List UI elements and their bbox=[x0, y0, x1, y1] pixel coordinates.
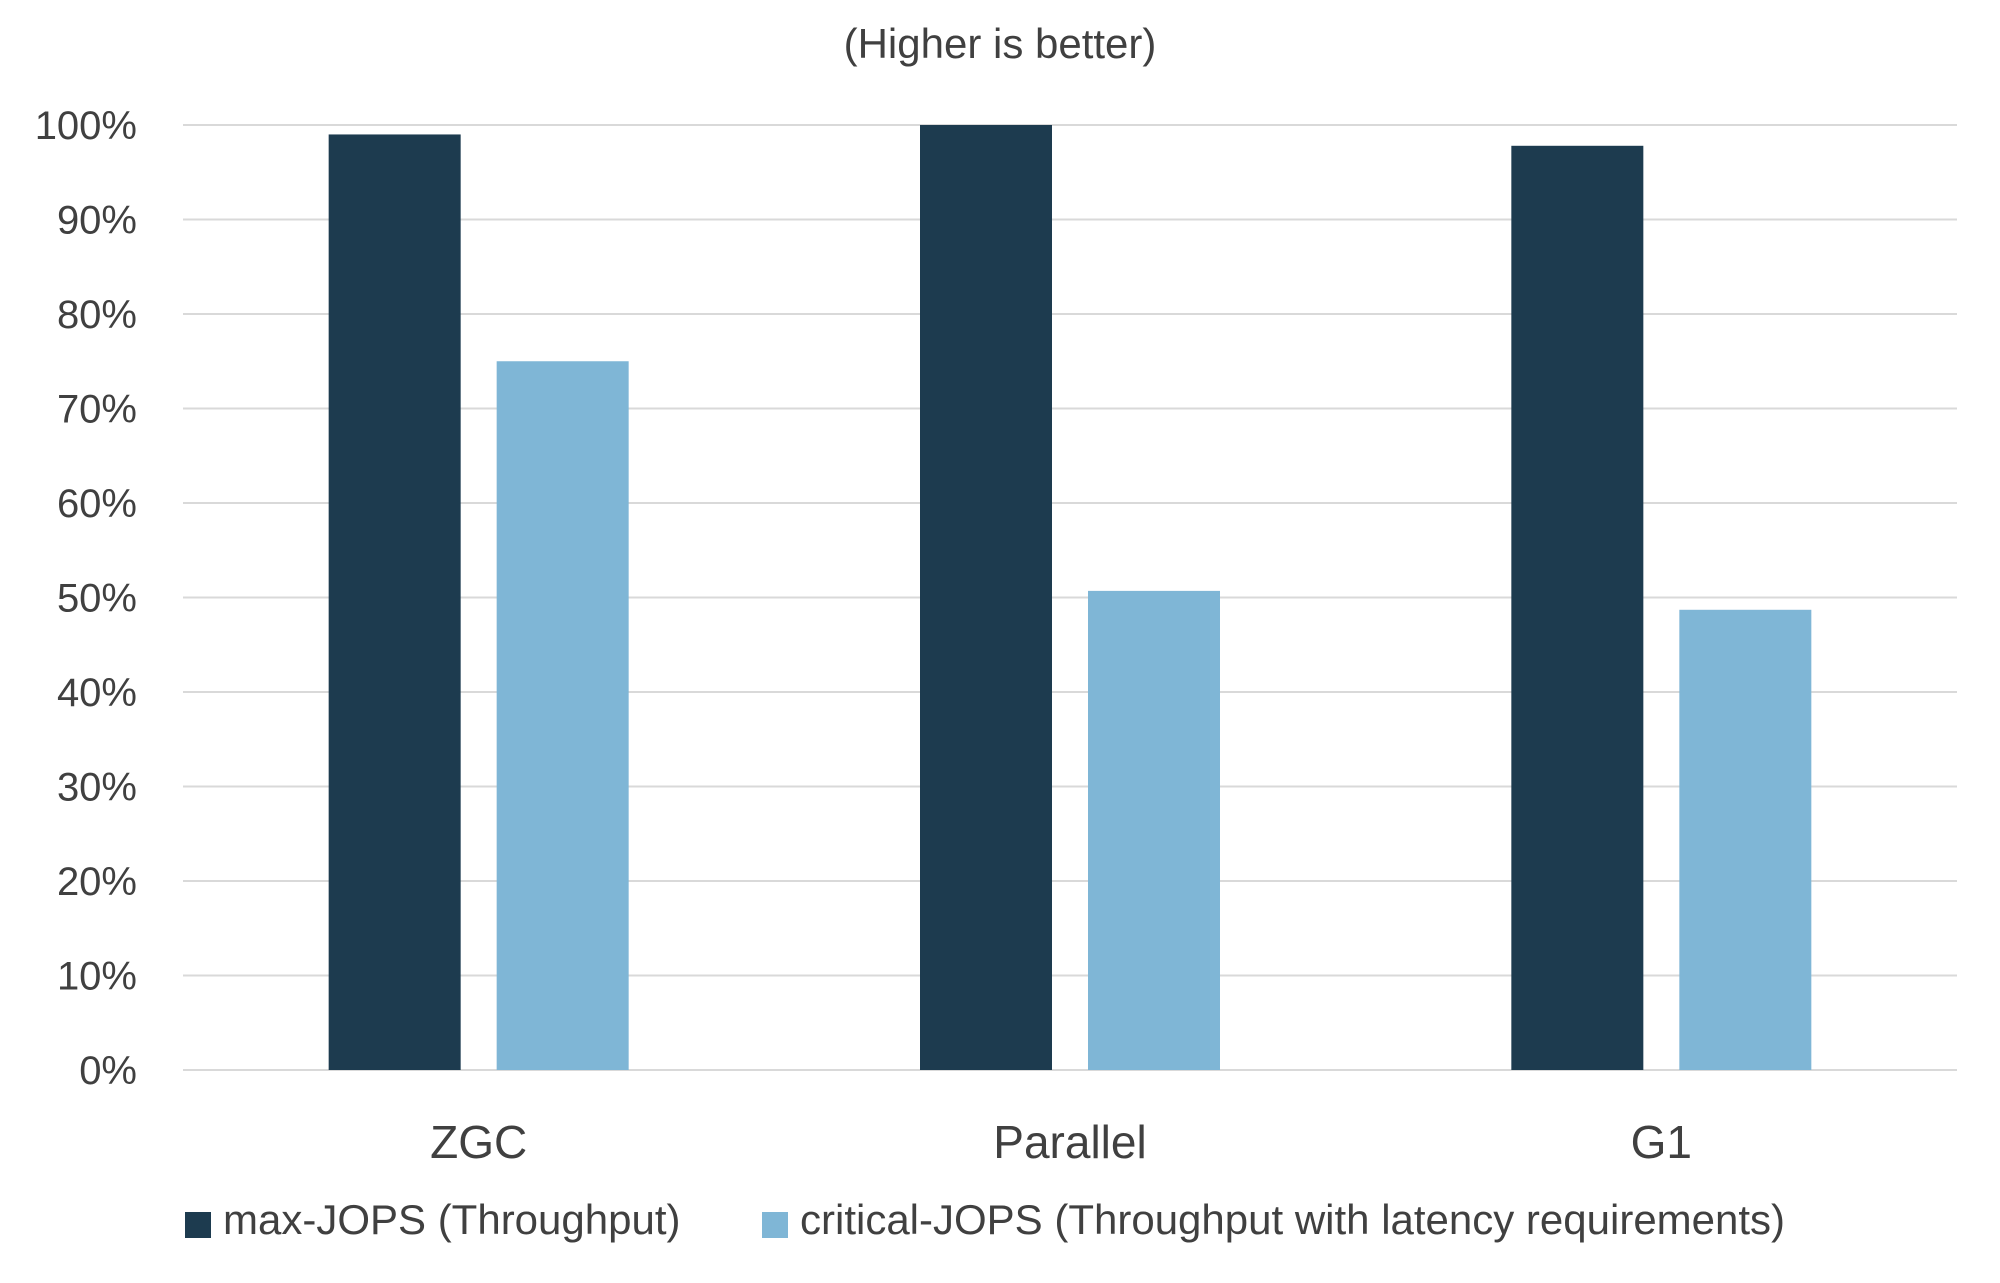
x-category-label: Parallel bbox=[993, 1116, 1146, 1168]
y-tick-label: 80% bbox=[57, 293, 137, 337]
x-category-label: ZGC bbox=[430, 1116, 527, 1168]
y-axis-ticks: 0% 10% 20% 30% 40% 50% 60% 70% 80% 90% 100% bbox=[35, 104, 137, 1093]
bar-zgc-series-1 bbox=[328, 134, 461, 1070]
bar-g1-series-2 bbox=[1679, 609, 1812, 1070]
bar-parallel-series-2 bbox=[1088, 590, 1220, 1070]
x-axis-categories: ZGC Parallel G1 bbox=[430, 1116, 1692, 1168]
y-tick-label: 0% bbox=[79, 1049, 137, 1093]
y-tick-label: 30% bbox=[57, 766, 137, 810]
y-tick-label: 100% bbox=[35, 104, 137, 148]
y-tick-label: 40% bbox=[57, 671, 137, 715]
y-tick-label: 60% bbox=[57, 482, 137, 526]
legend-swatch-series-2 bbox=[762, 1212, 788, 1238]
gridlines bbox=[183, 124, 1957, 1071]
x-category-label: G1 bbox=[1631, 1116, 1692, 1168]
legend-swatch-series-1 bbox=[185, 1212, 211, 1238]
legend-label-series-2: critical-JOPS (Throughput with latency r… bbox=[800, 1196, 1785, 1243]
legend: max-JOPS (Throughput) critical-JOPS (Thro… bbox=[185, 1196, 1785, 1243]
y-tick-label: 70% bbox=[57, 388, 137, 432]
y-tick-label: 10% bbox=[57, 955, 137, 999]
legend-label-series-1: max-JOPS (Throughput) bbox=[223, 1196, 681, 1243]
y-tick-label: 20% bbox=[57, 860, 137, 904]
y-tick-label: 90% bbox=[57, 199, 137, 243]
bars bbox=[328, 125, 1812, 1071]
y-tick-label: 50% bbox=[57, 577, 137, 621]
bar-parallel-series-1 bbox=[920, 125, 1052, 1070]
chart-subtitle: (Higher is better) bbox=[844, 20, 1157, 67]
bar-g1-series-1 bbox=[1511, 145, 1644, 1071]
bar-zgc-series-2 bbox=[496, 361, 629, 1070]
